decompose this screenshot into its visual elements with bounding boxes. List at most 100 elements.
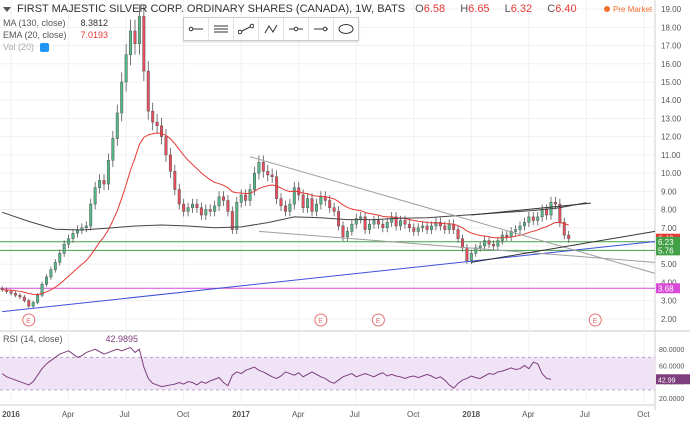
up-candle	[483, 236, 487, 250]
visibility-eye-icon[interactable]	[39, 43, 49, 53]
price-tick-label: 2.00	[661, 315, 677, 324]
up-candle	[93, 181, 97, 210]
price-tick-label: 10.00	[661, 169, 682, 178]
pre-market-badge[interactable]: Pre Market	[604, 5, 652, 14]
up-candle	[421, 221, 425, 233]
price-badge	[656, 236, 680, 247]
candle-body	[146, 70, 150, 112]
high-label: H	[460, 3, 469, 15]
down-candle	[461, 234, 464, 252]
down-candle	[266, 164, 270, 182]
candle-body	[350, 223, 354, 232]
zigzag-icon[interactable]	[259, 18, 284, 40]
candle-body	[518, 225, 522, 230]
ma-legend[interactable]: MA (130, close) 8.3812	[3, 18, 121, 28]
candle-body	[124, 54, 128, 83]
trend-line-icon[interactable]	[234, 18, 259, 40]
horizontal-line-icon[interactable]	[284, 18, 309, 40]
candle-body	[239, 194, 243, 203]
candle-body	[328, 200, 332, 208]
down-candle	[177, 183, 181, 210]
time-tick-label: Apr	[522, 410, 535, 419]
candle-body	[45, 276, 48, 285]
candle-body	[106, 160, 110, 185]
ema-legend[interactable]: EMA (20, close) 7.0193	[3, 30, 121, 40]
volume-legend[interactable]: Vol (20)	[3, 42, 49, 53]
down-candle	[182, 198, 186, 217]
candle-body	[399, 220, 402, 227]
down-candle	[160, 117, 164, 145]
ray-tool-icon[interactable]	[184, 18, 209, 40]
rsi-legend[interactable]: RSI (14, close) 42.9895	[3, 334, 138, 344]
up-candle	[120, 72, 124, 122]
candle-body	[142, 16, 146, 72]
ray-marker-icon[interactable]	[309, 18, 334, 40]
up-candle	[115, 104, 119, 147]
up-candle	[204, 204, 208, 220]
up-candle	[345, 227, 349, 242]
rsi-badge-label: 42.99	[658, 377, 676, 384]
down-candle	[102, 174, 106, 191]
candle-body	[465, 247, 469, 261]
high-value: 6.65	[468, 3, 490, 15]
candle-body	[253, 172, 256, 190]
open-label: O	[415, 3, 424, 15]
candle-body	[173, 171, 177, 190]
up-candle	[350, 219, 354, 236]
down-candle	[133, 19, 137, 55]
up-candle	[53, 259, 57, 273]
candle-body	[354, 218, 358, 225]
down-candle	[323, 191, 327, 206]
candle-body	[27, 300, 31, 307]
candle-body	[531, 216, 535, 221]
trend-line-dark-channel-top	[471, 202, 591, 216]
down-candle	[195, 198, 199, 213]
candle-body	[368, 223, 372, 230]
price-tick-label: 17.00	[661, 42, 682, 51]
up-candle	[89, 198, 93, 231]
legend-collapse-icon[interactable]	[3, 6, 11, 12]
up-candle	[314, 198, 318, 217]
candle-body	[292, 187, 296, 205]
up-candle	[75, 225, 79, 238]
price-tick-label: 4.00	[661, 278, 677, 287]
candle-body	[514, 229, 518, 232]
candle-body	[53, 262, 57, 270]
candle-body	[522, 222, 526, 227]
candle-body	[182, 203, 186, 212]
down-candle	[562, 217, 566, 240]
down-candle	[199, 202, 203, 220]
candle-body	[283, 205, 287, 212]
price-tick-label: 8.00	[661, 206, 677, 215]
down-candle	[465, 244, 469, 264]
trend-line-blue-support	[2, 240, 656, 313]
down-candle	[230, 206, 234, 235]
down-candle	[363, 211, 367, 235]
trend-line-gray-upper-wedge	[249, 156, 656, 274]
candle-body	[319, 196, 323, 205]
time-tick-label: Apr	[62, 410, 75, 419]
ellipse-tool-icon[interactable]	[334, 18, 358, 40]
down-candle	[425, 221, 429, 235]
up-candle	[540, 204, 544, 222]
up-candle	[354, 213, 358, 229]
candle-body	[31, 302, 35, 307]
down-candle	[531, 211, 535, 226]
pre-market-label: Pre Market	[613, 5, 653, 14]
time-tick-label: 2018	[462, 410, 480, 419]
time-tick-label: 2016	[2, 410, 20, 419]
rsi-value: 42.9895	[105, 334, 139, 344]
up-candle	[36, 293, 40, 305]
up-candle	[217, 191, 221, 212]
down-candle	[487, 236, 491, 249]
lines-tool-icon[interactable]	[209, 18, 234, 40]
candle-body	[403, 220, 407, 225]
down-candle	[545, 204, 549, 220]
up-candle	[368, 219, 372, 235]
up-candle	[40, 281, 44, 298]
candle-body	[49, 269, 53, 278]
candle-body	[168, 154, 172, 172]
symbol-title[interactable]: FIRST MAJESTIC SILVER CORP. ORDINARY SHA…	[17, 3, 406, 15]
price-tick-label: 14.00	[661, 96, 682, 105]
